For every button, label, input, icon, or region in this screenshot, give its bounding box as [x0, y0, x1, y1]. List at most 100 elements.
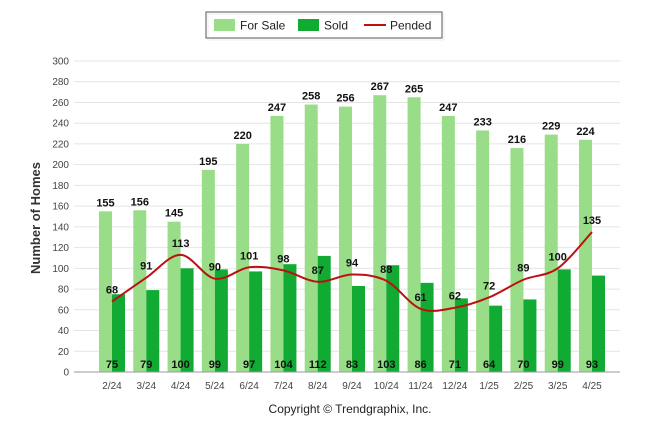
y-tick-label: 20 [58, 347, 70, 358]
sold-bar [352, 285, 365, 372]
for-sale-value-label: 258 [302, 91, 320, 103]
pended-value-label: 90 [209, 262, 221, 274]
pended-value-label: 87 [312, 265, 324, 277]
copyright: Copyright © Trendgraphix, Inc. [269, 402, 432, 416]
pended-series-line [111, 231, 593, 312]
y-tick-label: 200 [52, 160, 69, 171]
sold-bar [557, 269, 571, 372]
y-tick-label: 180 [52, 181, 69, 192]
y-tick-label: 140 [52, 222, 69, 233]
x-tick-label: 12/24 [442, 381, 467, 392]
x-tick-label: 7/24 [274, 381, 294, 392]
sold-bar [386, 265, 400, 372]
x-tick-label: 11/24 [408, 381, 433, 392]
for-sale-value-label: 267 [371, 81, 389, 93]
sold-bar [317, 255, 331, 372]
legend-swatch [298, 19, 319, 31]
legend-shadow [207, 13, 445, 41]
y-tick-label: 80 [58, 285, 70, 296]
pended-value-label: 101 [240, 250, 258, 262]
axes: 0 20 40 60 80 100 120 140 160 180 200 220 240 260 280 3… [52, 57, 620, 392]
for-sale-bar [510, 148, 524, 372]
for-sale-bar [441, 115, 455, 373]
for-sale-value-label: 216 [508, 134, 526, 146]
for-sale-bar [579, 139, 592, 372]
legend-label: For Sale [240, 19, 286, 33]
x-tick-label: 4/24 [171, 381, 191, 392]
y-tick-label: 0 [63, 368, 69, 379]
sold-bar [420, 282, 434, 372]
for-sale-bar [373, 95, 387, 373]
y-tick-label: 60 [58, 305, 70, 316]
sold-bar [489, 305, 503, 372]
sold-value-label: 97 [243, 359, 255, 371]
for-sale-bar [339, 106, 352, 372]
for-sale-value-label: 155 [96, 197, 114, 209]
for-sale-bar [236, 143, 250, 372]
sold-value-label: 103 [377, 359, 395, 371]
sold-value-label: 86 [414, 359, 426, 371]
for-sale-bar [201, 169, 215, 372]
for-sale-value-label: 145 [165, 208, 183, 220]
pended-value-label: 98 [277, 253, 289, 265]
for-sale-bar [270, 115, 284, 373]
y-tick-label: 160 [52, 202, 69, 213]
for-sale-value-label: 229 [542, 121, 560, 133]
x-tick-label: 10/24 [374, 381, 399, 392]
x-tick-label: 1/25 [479, 381, 499, 392]
sold-bar [146, 290, 160, 372]
x-tick-label: 2/25 [514, 381, 534, 392]
sold-value-label: 70 [517, 359, 529, 371]
x-tick-label: 4/25 [582, 381, 602, 392]
y-tick-label: 260 [52, 98, 69, 109]
sold-value-label: 93 [586, 359, 598, 371]
y-axis-label: Number of Homes [28, 162, 43, 274]
pended-value-label: 100 [549, 251, 567, 263]
for-sale-value-label: 247 [268, 102, 286, 114]
y-tick-label: 120 [52, 243, 69, 254]
y-tick-label: 40 [58, 326, 70, 337]
for-sale-value-label: 247 [439, 102, 457, 114]
sold-bar [112, 294, 125, 372]
legend: For Sale Sold Pended [205, 11, 445, 41]
sold-bar [283, 264, 297, 372]
legend-label: Pended [390, 19, 431, 33]
legend-swatch [214, 19, 235, 31]
pended-line [111, 231, 593, 312]
sold-value-label: 79 [140, 359, 152, 371]
sold-value-label: 112 [309, 359, 327, 371]
sold-bar [249, 271, 263, 372]
y-tick-label: 100 [52, 264, 69, 275]
pended-value-label: 72 [483, 280, 495, 292]
y-tick-label: 220 [52, 139, 69, 150]
data-labels: 155 75 156 79 145 100 195 99 220 97 247 104 258 112 25… [96, 81, 601, 371]
for-sale-value-label: 256 [336, 93, 354, 105]
pended-value-label: 88 [380, 264, 392, 276]
sold-value-label: 71 [449, 359, 461, 371]
pended-value-label: 91 [140, 261, 152, 273]
pended-value-label: 94 [346, 258, 359, 270]
legend-box [205, 11, 443, 39]
legend-label: Sold [324, 19, 348, 33]
for-sale-bar [407, 97, 421, 373]
x-tick-label: 2/24 [102, 381, 122, 392]
pended-value-label: 89 [517, 263, 529, 275]
for-sale-bar [544, 134, 558, 372]
x-tick-label: 9/24 [342, 381, 362, 392]
y-tick-label: 240 [52, 119, 69, 130]
x-tick-label: 3/24 [137, 381, 157, 392]
sold-value-label: 104 [274, 359, 293, 371]
sold-value-label: 100 [171, 359, 189, 371]
for-sale-value-label: 265 [405, 83, 423, 95]
pended-value-label: 61 [414, 292, 426, 304]
pended-value-label: 62 [449, 291, 461, 303]
sold-value-label: 64 [483, 359, 496, 371]
pended-value-label: 68 [106, 285, 118, 297]
sold-value-label: 99 [209, 359, 221, 371]
sold-bar [592, 275, 605, 372]
sold-bar [523, 299, 537, 372]
pended-value-label: 135 [583, 215, 601, 227]
for-sale-value-label: 156 [131, 196, 149, 208]
sold-value-label: 75 [106, 359, 118, 371]
pended-value-label: 113 [172, 238, 190, 250]
